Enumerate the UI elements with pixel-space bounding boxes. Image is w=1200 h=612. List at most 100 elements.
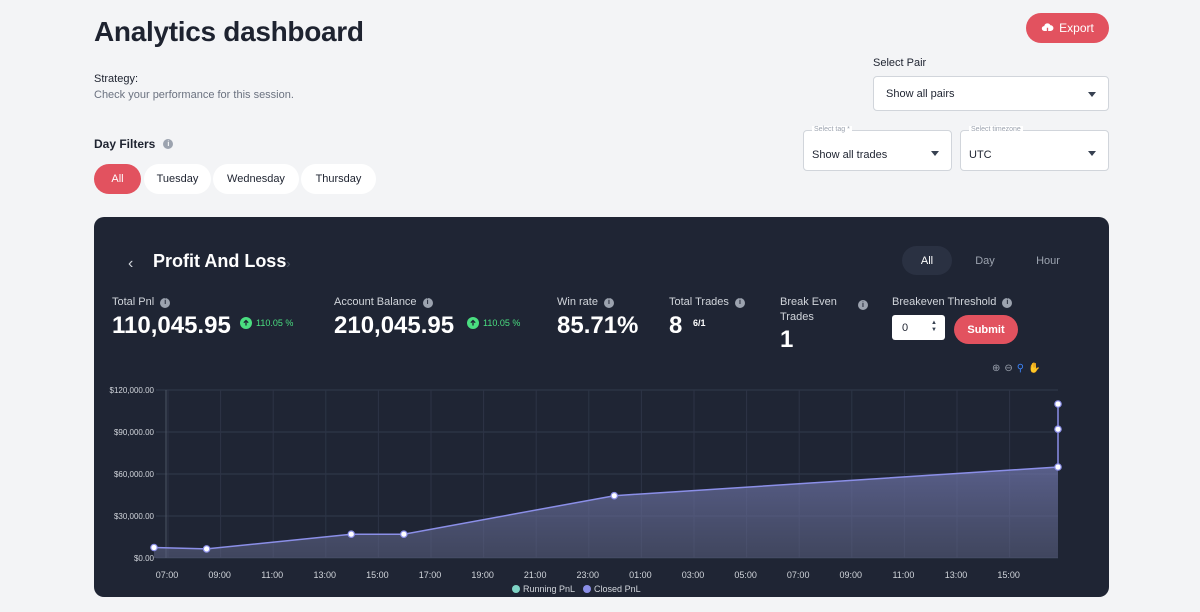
stepper-arrows-icon[interactable]: ▲ ▼ (931, 320, 937, 333)
info-icon: i (160, 297, 171, 308)
strategy-label: Strategy: (94, 73, 139, 85)
x-tick-label: 09:00 (840, 570, 863, 580)
legend-running-label: Running PnL (523, 584, 576, 594)
day-filter-all[interactable]: All (94, 164, 141, 194)
total-trades-value: 8 (669, 312, 683, 339)
info-icon: i (734, 297, 745, 308)
x-tick-label: 17:00 (419, 570, 442, 580)
account-balance-label: Account Balance i (334, 295, 433, 310)
arrow-up-icon (467, 317, 479, 329)
account-balance-change: 110.05 % (467, 317, 520, 329)
chevron-left-icon[interactable]: ‹ (128, 255, 134, 272)
info-icon: i (603, 297, 614, 308)
select-tag-dropdown[interactable]: Select tag * Show all trades (803, 126, 952, 171)
legend-running-pnl[interactable]: Running PnL (512, 584, 575, 594)
cloud-download-icon (1041, 22, 1054, 34)
closed-pnl-point (610, 491, 619, 500)
closed-pnl-point (1054, 463, 1062, 471)
closed-pnl-point (1054, 425, 1062, 434)
x-tick-label: 13:00 (945, 570, 968, 580)
legend-closed-pnl[interactable]: Closed PnL (583, 584, 641, 594)
arrow-up-icon (240, 317, 252, 329)
account-balance-value: 210,045.95 (334, 312, 455, 339)
break-even-text-2: Trades (780, 311, 814, 323)
legend-dot-closed (583, 585, 592, 593)
x-tick-label: 19:00 (471, 570, 494, 580)
page-title: Analytics dashboard (94, 16, 364, 47)
info-icon: i (422, 297, 433, 308)
total-pnl-label: Total Pnl i (112, 295, 171, 310)
total-pnl-change-text: 110.05 % (256, 318, 294, 328)
segment-all[interactable]: All (902, 246, 952, 275)
select-pair-label: Select Pair (873, 57, 927, 69)
day-filter-tuesday[interactable]: Tuesday (144, 164, 211, 194)
select-timezone-dropdown[interactable]: Select timezone UTC (960, 126, 1109, 171)
x-tick-label: 13:00 (314, 570, 337, 580)
segment-hour[interactable]: Hour (1036, 254, 1060, 267)
closed-pnl-point (1054, 400, 1062, 408)
total-trades-text: Total Trades (669, 296, 729, 308)
day-filters-label: Day Filters i (94, 137, 174, 151)
x-tick-label: 03:00 (682, 570, 705, 580)
break-even-value: 1 (780, 326, 794, 353)
win-rate-value: 85.71% (557, 312, 639, 339)
closed-pnl-area (154, 404, 1058, 558)
x-tick-label: 23:00 (577, 570, 600, 580)
account-balance-change-text: 110.05 % (483, 318, 521, 328)
x-axis-ticks: 07:00 09:00 11:00 13:00 15:00 17:00 19:00 21:00… (156, 570, 1020, 580)
zoom-out-icon[interactable]: ⊖ (1004, 363, 1013, 374)
select-pair-value: Show all pairs (886, 87, 955, 100)
select-timezone-value: UTC (969, 149, 992, 161)
x-tick-label: 15:00 (366, 570, 389, 580)
chevron-down-icon (1088, 150, 1096, 156)
segment-day[interactable]: Day (975, 254, 995, 267)
info-icon: i (163, 139, 174, 149)
breakeven-threshold-text: Breakeven Threshold (892, 296, 997, 308)
x-tick-label: 15:00 (997, 570, 1020, 580)
chevron-right-icon[interactable]: › (286, 255, 291, 271)
submit-button[interactable]: Submit (954, 315, 1018, 344)
y-tick-label: $0.00 (134, 554, 155, 563)
breakeven-threshold-input-value: 0 (902, 321, 909, 334)
y-tick-label: $60,000.00 (114, 470, 155, 479)
x-tick-label: 07:00 (787, 570, 810, 580)
y-tick-label: $90,000.00 (114, 428, 155, 437)
break-even-label: Break Even Trades i (780, 295, 870, 325)
select-tag-label: Select tag * (812, 126, 852, 133)
panel-title: Profit And Loss (153, 251, 287, 271)
profit-loss-panel: ‹ Profit And Loss › All Day Hour Total P… (94, 217, 1109, 597)
select-timezone-label: Select timezone (969, 126, 1023, 133)
chart-toolbar: ⊕ ⊖ ⚲ ✋ (992, 363, 1041, 374)
break-even-text-1: Break Even (780, 296, 837, 308)
chevron-down-icon (931, 150, 939, 156)
zoom-in-icon[interactable]: ⊕ (992, 363, 1001, 374)
total-trades-label: Total Trades i (669, 295, 745, 310)
breakeven-threshold-input[interactable]: 0 ▲ ▼ (892, 315, 945, 340)
win-rate-text: Win rate (557, 296, 598, 308)
x-tick-label: 11:00 (892, 570, 914, 580)
closed-pnl-point (150, 543, 158, 552)
day-filters-text: Day Filters (94, 137, 156, 151)
y-axis-ticks: $0.00 $30,000.00 $60,000.00 $90,000.00 $120,… (110, 386, 155, 563)
breakeven-threshold-label: Breakeven Threshold i (892, 295, 1013, 310)
win-rate-label: Win rate i (557, 295, 614, 310)
closed-pnl-point (202, 545, 211, 553)
export-button[interactable]: Export (1026, 13, 1109, 43)
strategy-description: Check your performance for this session. (94, 89, 294, 101)
y-tick-label: $120,000.00 (110, 386, 155, 395)
pan-hand-icon[interactable]: ✋ (1028, 363, 1041, 374)
magnifier-icon[interactable]: ⚲ (1016, 363, 1025, 374)
total-trades-ratio: 6/1 (693, 318, 706, 328)
info-icon: i (1002, 297, 1013, 308)
legend-dot-running (512, 585, 520, 593)
day-filter-wednesday[interactable]: Wednesday (213, 164, 299, 194)
total-pnl-text: Total Pnl (112, 296, 155, 308)
select-pair-dropdown[interactable]: Show all pairs (873, 76, 1109, 111)
x-tick-label: 11:00 (261, 570, 283, 580)
day-filter-thursday[interactable]: Thursday (301, 164, 376, 194)
y-tick-label: $30,000.00 (114, 512, 155, 521)
account-balance-text: Account Balance (334, 296, 417, 308)
closed-pnl-point (347, 530, 356, 539)
export-label: Export (1059, 21, 1094, 35)
closed-pnl-points (150, 400, 1062, 553)
